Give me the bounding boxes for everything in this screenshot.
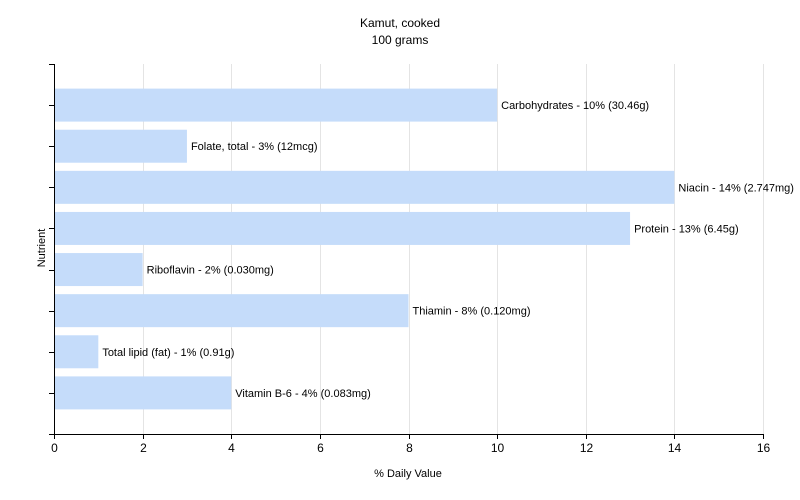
bar (55, 376, 232, 410)
gridlines (143, 64, 764, 434)
x-tick-label: 6 (317, 441, 324, 455)
bar (55, 129, 187, 163)
chart-title: Kamut, cooked (360, 16, 440, 30)
x-tick-label: 10 (491, 441, 505, 455)
bar-data-label: Carbohydrates - 10% (30.46g) (501, 100, 649, 112)
bar (55, 294, 409, 328)
x-tick-label: 0 (51, 441, 58, 455)
bar-data-label: Total lipid (fat) - 1% (0.91g) (102, 347, 234, 359)
bar (55, 170, 675, 204)
x-axis: 0 2 4 6 8 10 12 14 16 (51, 434, 770, 455)
bar-data-label: Protein - 13% (6.45g) (634, 223, 739, 235)
chart-subtitle: 100 grams (372, 33, 429, 47)
y-axis (49, 64, 55, 435)
x-tick-label: 2 (140, 441, 147, 455)
x-tick-label: 14 (668, 441, 682, 455)
bar (55, 335, 99, 369)
bar-data-label: Folate, total - 3% (12mcg) (191, 141, 318, 153)
bar (55, 211, 631, 245)
x-tick-label: 8 (406, 441, 413, 455)
x-tick-label: 12 (580, 441, 594, 455)
x-axis-label: % Daily Value (374, 468, 442, 480)
bar-data-label: Vitamin B-6 - 4% (0.083mg) (235, 388, 371, 400)
bar-data-label: Riboflavin - 2% (0.030mg) (147, 265, 274, 277)
bar-data-label: Niacin - 14% (2.747mg) (678, 182, 794, 194)
x-tick-label: 4 (228, 441, 235, 455)
bar-data-label: Thiamin - 8% (0.120mg) (413, 306, 531, 318)
bars: Carbohydrates - 10% (30.46g) Folate, tota… (55, 88, 794, 410)
x-tick-label: 16 (757, 441, 771, 455)
y-axis-label: Nutrient (36, 229, 48, 268)
bar (55, 88, 498, 122)
bar (55, 253, 143, 287)
